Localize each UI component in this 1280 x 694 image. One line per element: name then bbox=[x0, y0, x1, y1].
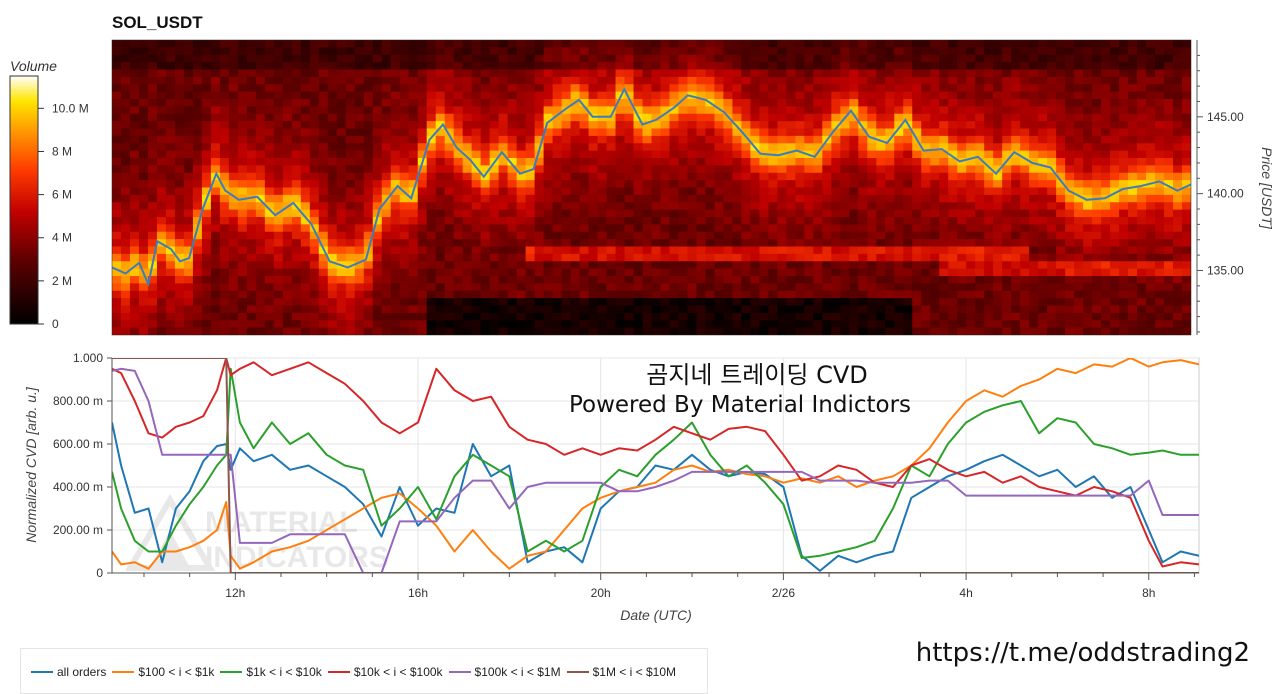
legend-label: $1k < i < $10k bbox=[246, 665, 322, 679]
cvd-y-tick-label: 800.00 m bbox=[53, 394, 103, 408]
x-axis-label: Date (UTC) bbox=[620, 607, 692, 623]
colorbar-tick-label: 0 bbox=[52, 317, 59, 331]
legend-item[interactable]: $1M < i < $10M bbox=[566, 665, 676, 679]
cvd-y-tick-label: 0 bbox=[96, 566, 103, 580]
colorbar-tick-label: 10.0 M bbox=[52, 101, 89, 115]
legend-swatch bbox=[220, 671, 243, 673]
heatmap bbox=[112, 40, 1191, 335]
price-line bbox=[112, 86, 1191, 288]
cvd-axes: 0 200.00 m 400.00 m 600.00 m 800.00 m 1.000 12… bbox=[53, 351, 1199, 600]
colorbar-tick-label: 4 M bbox=[52, 231, 72, 245]
svg-text:INDICATORS: INDICATORS bbox=[205, 541, 389, 574]
cvd-series-line bbox=[112, 367, 1199, 559]
legend-swatch bbox=[566, 671, 589, 673]
cvd-series-line bbox=[112, 367, 1199, 573]
legend-item[interactable]: $1k < i < $10k bbox=[220, 665, 322, 679]
legend-item[interactable]: all orders bbox=[31, 665, 106, 679]
price-axis-label: Price [USDT] bbox=[1259, 147, 1275, 230]
legend-label: $100k < i < $1M bbox=[474, 665, 561, 679]
cvd-y-tick-label: 1.000 bbox=[73, 351, 103, 365]
legend-label: all orders bbox=[57, 665, 107, 679]
colorbar-ticks: 0 2 M 4 M 6 M 8 M 10.0 M bbox=[38, 101, 89, 331]
legend-swatch bbox=[327, 671, 350, 673]
legend-item[interactable]: $100 < i < $1k bbox=[112, 665, 214, 679]
legend-label: $1M < i < $10M bbox=[592, 665, 676, 679]
colorbar bbox=[9, 75, 39, 325]
cvd-x-tick-label: 2/26 bbox=[772, 586, 796, 600]
overlay-subtitle: Powered By Material Indictors bbox=[569, 392, 911, 418]
legend-swatch bbox=[31, 671, 53, 673]
legend-swatch bbox=[112, 671, 135, 673]
chart-title: SOL_USDT bbox=[112, 13, 203, 32]
cvd-lines bbox=[112, 358, 1199, 573]
colorbar-label: Volume bbox=[10, 58, 57, 74]
legend-item[interactable]: $10k < i < $100k bbox=[327, 665, 443, 679]
price-tick-label: 135.00 bbox=[1207, 263, 1244, 277]
cvd-x-tick-label: 8h bbox=[1142, 586, 1155, 600]
cvd-x-tick-label: 20h bbox=[591, 586, 611, 600]
legend-items: all orders $100 < i < $1k $1k < i < $10k $1… bbox=[31, 665, 682, 679]
cvd-series-line bbox=[112, 358, 1199, 568]
price-axis: 135.00 140.00 145.00 bbox=[1196, 40, 1244, 335]
colorbar-tick-label: 6 M bbox=[52, 188, 72, 202]
legend-swatch bbox=[448, 671, 471, 673]
overlay-title: 곰지네 트레이딩 CVD bbox=[646, 361, 867, 389]
legend-label: $10k < i < $100k bbox=[353, 665, 443, 679]
cvd-x-tick-label: 16h bbox=[408, 586, 428, 600]
cvd-y-tick-label: 200.00 m bbox=[53, 523, 103, 537]
legend-item[interactable]: $100k < i < $1M bbox=[448, 665, 561, 679]
cvd-y-tick-label: 600.00 m bbox=[53, 437, 103, 451]
price-tick-label: 140.00 bbox=[1207, 187, 1244, 201]
colorbar-tick-label: 2 M bbox=[52, 274, 72, 288]
cvd-axis-label: Normalized CVD [arb. u.] bbox=[23, 386, 39, 543]
cvd-y-tick-label: 400.00 m bbox=[53, 480, 103, 494]
channel-url: https://t.me/oddstrading2 bbox=[915, 638, 1250, 668]
colorbar-tick-label: 8 M bbox=[52, 144, 72, 158]
legend-label: $100 < i < $1k bbox=[138, 665, 215, 679]
legend: all orders $100 < i < $1k $1k < i < $10k $1… bbox=[20, 648, 708, 694]
cvd-x-tick-label: 4h bbox=[959, 586, 972, 600]
price-tick-label: 145.00 bbox=[1207, 110, 1244, 124]
cvd-x-tick-label: 12h bbox=[225, 586, 245, 600]
